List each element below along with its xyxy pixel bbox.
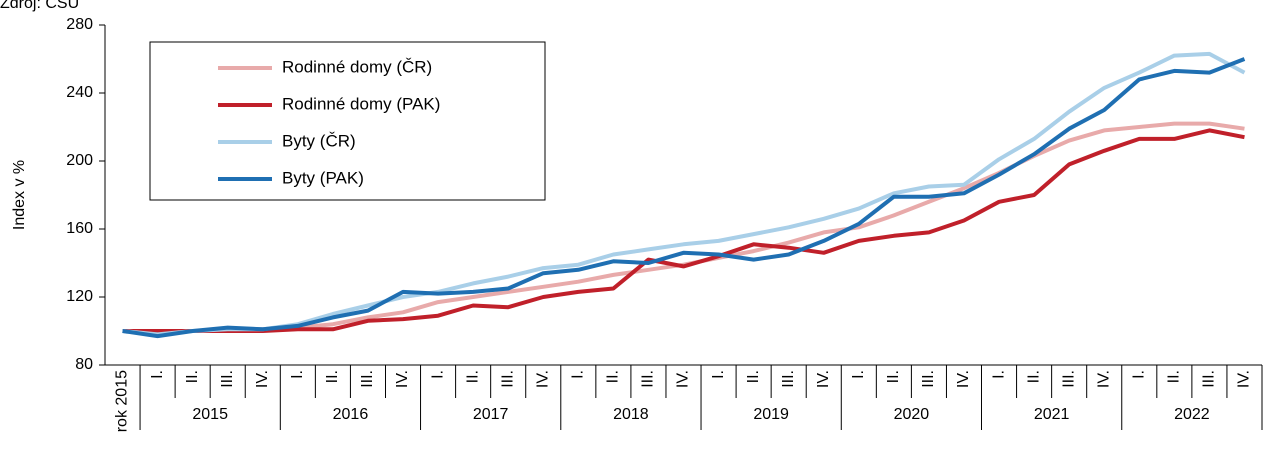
line-series bbox=[122, 128, 1245, 333]
x-tick-label: I. bbox=[570, 370, 587, 379]
x-tick-label: I. bbox=[149, 370, 166, 379]
legend-label: Rodinné domy (PAK) bbox=[282, 94, 440, 113]
year-label: 2021 bbox=[1034, 406, 1070, 423]
year-label: 2018 bbox=[613, 406, 649, 423]
x-tick-label: II. bbox=[1166, 370, 1183, 383]
y-tick-label: 280 bbox=[66, 16, 93, 33]
line-series bbox=[122, 57, 1246, 339]
x-tick-label: IV. bbox=[675, 370, 692, 388]
x-tick-label: rok 2015 bbox=[114, 370, 131, 432]
year-label: 2020 bbox=[894, 406, 930, 423]
x-tick-label: III. bbox=[780, 370, 797, 388]
year-label: 2019 bbox=[753, 406, 789, 423]
x-tick-label: II. bbox=[885, 370, 902, 383]
x-tick-label: II. bbox=[745, 370, 762, 383]
x-tick-label: IV. bbox=[1236, 370, 1253, 388]
y-tick-label: 80 bbox=[75, 356, 93, 373]
x-tick-label: II. bbox=[184, 370, 201, 383]
year-label: 2015 bbox=[192, 406, 228, 423]
x-tick-label: I. bbox=[1131, 370, 1148, 379]
x-tick-label: I. bbox=[289, 370, 306, 379]
x-tick-label: II. bbox=[464, 370, 481, 383]
year-label: 2022 bbox=[1174, 406, 1210, 423]
year-label: 2016 bbox=[333, 406, 369, 423]
x-tick-label: IV. bbox=[534, 370, 551, 388]
x-tick-label: I. bbox=[429, 370, 446, 379]
source: Zdroj: ČSÚ bbox=[0, 0, 79, 12]
x-tick-label: III. bbox=[359, 370, 376, 388]
line-series bbox=[122, 51, 1246, 337]
x-tick-label: III. bbox=[920, 370, 937, 388]
x-tick-label: IV. bbox=[1095, 370, 1112, 388]
x-tick-label: I. bbox=[990, 370, 1007, 379]
y-tick-label: 120 bbox=[66, 288, 93, 305]
y-tick-label: 240 bbox=[66, 84, 93, 101]
x-tick-label: III. bbox=[499, 370, 516, 388]
y-tick-label: 160 bbox=[66, 220, 93, 237]
x-tick-label: II. bbox=[1025, 370, 1042, 383]
x-tick-label: IV. bbox=[815, 370, 832, 388]
x-tick-label: III. bbox=[1060, 370, 1077, 388]
x-tick-label: III. bbox=[1201, 370, 1218, 388]
x-tick-label: IV. bbox=[394, 370, 411, 388]
year-label: 2017 bbox=[473, 406, 509, 423]
x-tick-label: III. bbox=[219, 370, 236, 388]
x-tick-label: I. bbox=[710, 370, 727, 379]
x-tick-label: III. bbox=[640, 370, 657, 388]
x-tick-label: II. bbox=[605, 370, 622, 383]
x-tick-label: II. bbox=[324, 370, 341, 383]
legend-box bbox=[149, 41, 546, 201]
legend-label: Byty (ČR) bbox=[282, 131, 356, 150]
y-axis-label: Index v % bbox=[11, 160, 28, 230]
x-tick-label: IV. bbox=[955, 370, 972, 388]
x-tick-label: I. bbox=[850, 370, 867, 379]
legend-label: Rodinné domy (ČR) bbox=[282, 57, 432, 76]
x-tick-label: IV. bbox=[254, 370, 271, 388]
y-tick-label: 200 bbox=[66, 152, 93, 169]
legend-label: Byty (PAK) bbox=[282, 168, 364, 187]
